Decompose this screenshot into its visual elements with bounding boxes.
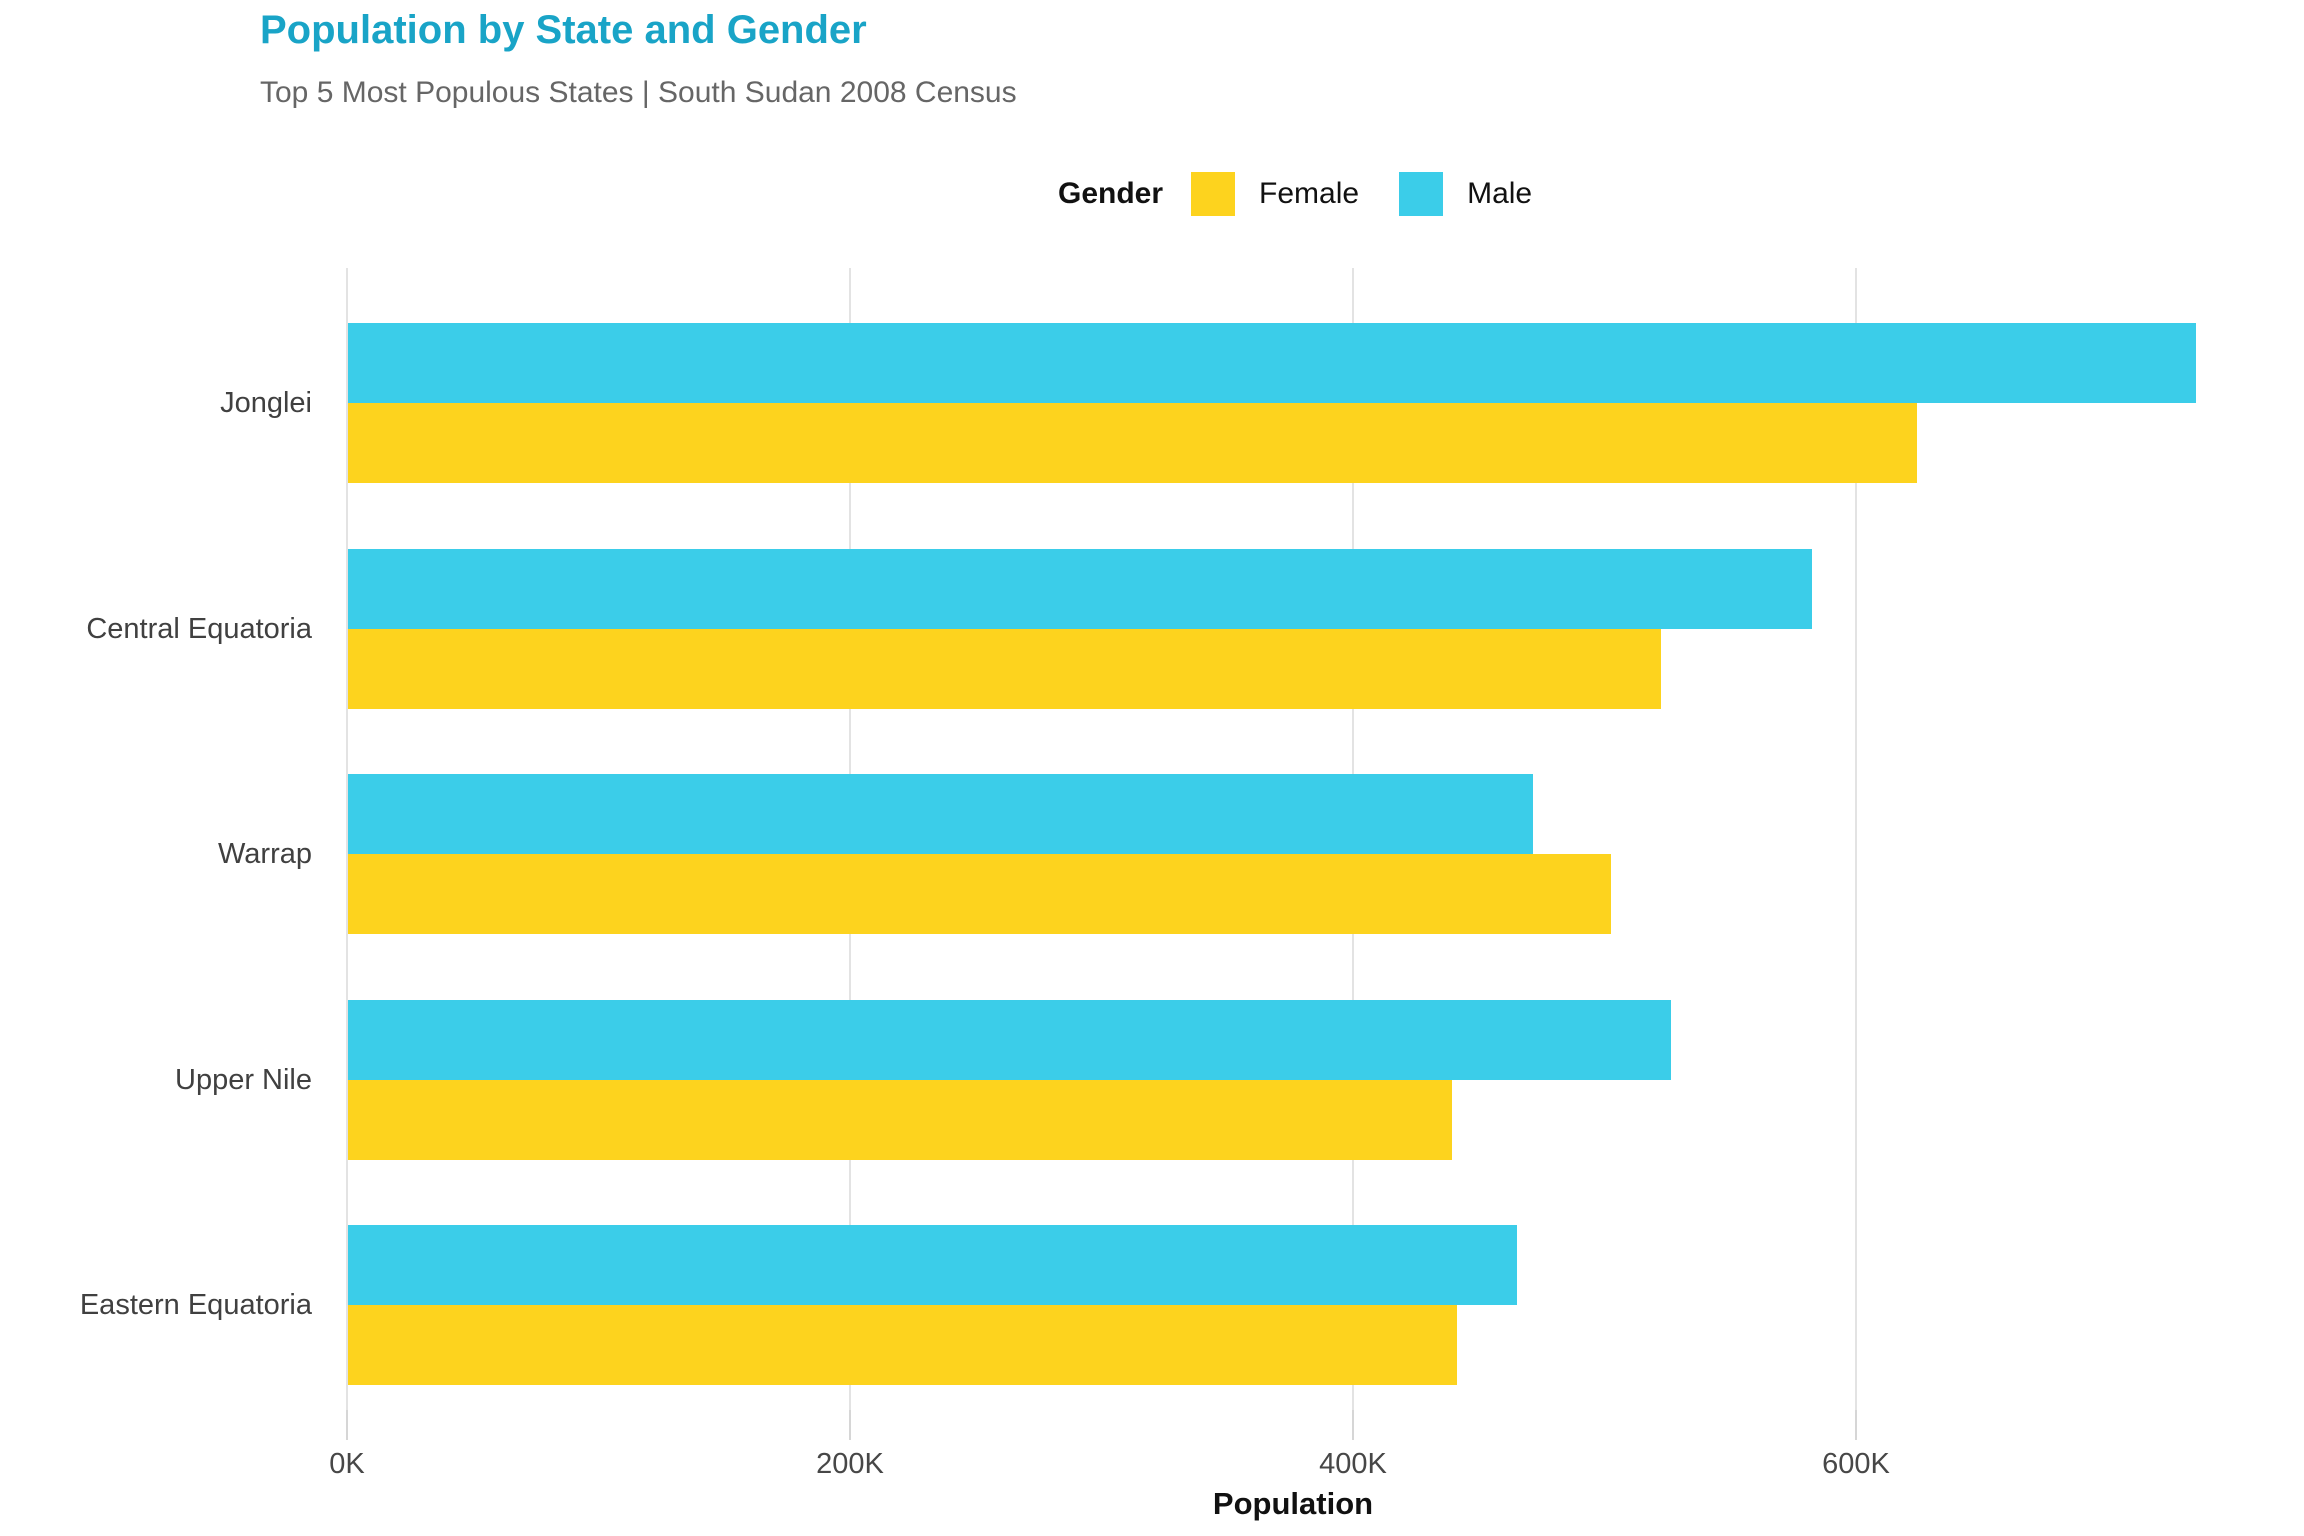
tick-mark-600k <box>1854 1410 1857 1440</box>
legend: Gender Female Male <box>1058 172 1572 216</box>
tick-mark-200k <box>848 1410 851 1440</box>
gridline-600k <box>1854 268 1857 1410</box>
bar-female-jonglei <box>348 403 1918 483</box>
category-label-eastern-equatoria: Eastern Equatoria <box>79 1289 312 1321</box>
legend-item-female: Female <box>1191 172 1359 216</box>
chart-subtitle: Top 5 Most Populous States | South Sudan… <box>260 76 1017 109</box>
category-label-jonglei: Jonglei <box>220 387 312 419</box>
plot-area <box>346 268 2240 1410</box>
bar-female-central-equatoria <box>348 628 1661 709</box>
tick-label-400k: 400K <box>1319 1448 1387 1480</box>
gridline-0k <box>346 268 348 1410</box>
bar-male-upper-nile <box>348 999 1671 1080</box>
legend-label-female: Female <box>1259 177 1360 210</box>
tick-mark-0k <box>346 1410 348 1440</box>
tick-label-0k: 0K <box>329 1448 365 1480</box>
x-axis-title: Population <box>1212 1486 1374 1521</box>
legend-item-male: Male <box>1399 172 1532 216</box>
tick-label-600k: 600K <box>1822 1448 1890 1480</box>
tick-label-200k: 200K <box>816 1448 884 1480</box>
bar-male-eastern-equatoria <box>348 1225 1518 1305</box>
tick-mark-400k <box>1351 1410 1354 1440</box>
chart-title: Population by State and Gender <box>260 8 867 52</box>
category-label-central-equatoria: Central Equatoria <box>86 612 312 645</box>
category-label-upper-nile: Upper Nile <box>175 1063 312 1096</box>
female-swatch-icon <box>1191 172 1236 216</box>
bar-female-upper-nile <box>348 1079 1453 1160</box>
bar-male-warrap <box>348 774 1533 854</box>
category-label-warrap: Warrap <box>218 838 312 870</box>
bar-male-central-equatoria <box>348 548 1812 629</box>
legend-title: Gender <box>1058 177 1164 210</box>
male-swatch-icon <box>1399 172 1444 216</box>
bar-male-jonglei <box>348 323 2197 403</box>
legend-label-male: Male <box>1467 177 1533 210</box>
bar-female-warrap <box>348 854 1611 934</box>
bar-female-eastern-equatoria <box>348 1305 1458 1385</box>
